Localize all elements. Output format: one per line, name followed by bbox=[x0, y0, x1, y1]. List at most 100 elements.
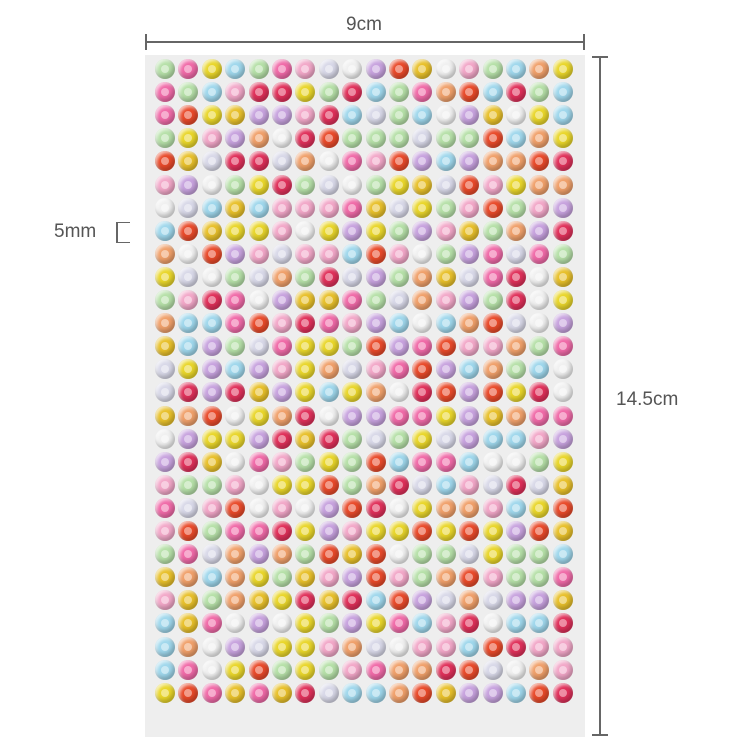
rhinestone-gem bbox=[529, 682, 550, 703]
rhinestone-gem bbox=[248, 544, 269, 565]
rhinestone-gem bbox=[482, 313, 503, 334]
rhinestone-gem bbox=[389, 636, 409, 657]
rhinestone-gem bbox=[248, 613, 269, 634]
rhinestone-gem bbox=[506, 128, 526, 149]
rhinestone-gem bbox=[389, 682, 409, 703]
rhinestone-gem bbox=[272, 290, 292, 310]
rhinestone-gem bbox=[318, 405, 339, 426]
rhinestone-gem bbox=[529, 266, 550, 287]
rhinestone-gem bbox=[506, 544, 526, 565]
rhinestone-gem bbox=[482, 590, 503, 611]
rhinestone-gem bbox=[365, 636, 386, 657]
rhinestone-gem bbox=[225, 474, 246, 495]
rhinestone-gem bbox=[482, 521, 503, 541]
rhinestone-gem bbox=[552, 336, 573, 357]
rhinestone-gem bbox=[201, 197, 222, 218]
rhinestone-gem bbox=[459, 336, 480, 357]
rhinestone-gem bbox=[365, 359, 386, 380]
rhinestone-gem bbox=[225, 59, 246, 79]
rhinestone-gem bbox=[272, 59, 292, 79]
rhinestone-gem bbox=[318, 613, 339, 634]
rhinestone-gem bbox=[342, 82, 363, 103]
rhinestone-gem bbox=[201, 290, 222, 310]
rhinestone-gem bbox=[552, 82, 573, 103]
rhinestone-gem bbox=[506, 313, 526, 334]
rhinestone-gem bbox=[342, 636, 363, 657]
rhinestone-gem bbox=[272, 313, 292, 334]
rhinestone-gem bbox=[318, 290, 339, 310]
rhinestone-gem bbox=[435, 313, 456, 334]
rhinestone-gem bbox=[412, 451, 433, 472]
rhinestone-gem bbox=[248, 451, 269, 472]
rhinestone-gem bbox=[295, 428, 316, 449]
rhinestone-gem bbox=[295, 682, 316, 703]
rhinestone-gem bbox=[318, 151, 339, 172]
rhinestone-gem bbox=[155, 290, 175, 310]
rhinestone-gem bbox=[365, 428, 386, 449]
rhinestone-gem bbox=[248, 521, 269, 541]
rhinestone-gem bbox=[272, 451, 292, 472]
rhinestone-gem bbox=[155, 313, 175, 334]
rhinestone-gem bbox=[365, 474, 386, 495]
rhinestone-gem bbox=[552, 567, 573, 588]
rhinestone-gem bbox=[155, 474, 175, 495]
rhinestone-gem bbox=[318, 220, 339, 241]
rhinestone-gem bbox=[412, 174, 433, 195]
rhinestone-gem bbox=[248, 313, 269, 334]
rhinestone-gem bbox=[342, 613, 363, 634]
rhinestone-gem bbox=[295, 290, 316, 310]
rhinestone-gem bbox=[389, 82, 409, 103]
rhinestone-gem bbox=[342, 382, 363, 403]
rhinestone-gem bbox=[201, 359, 222, 380]
rhinestone-gem bbox=[201, 313, 222, 334]
rhinestone-gem bbox=[435, 197, 456, 218]
rhinestone-gem bbox=[506, 197, 526, 218]
rhinestone-gem bbox=[225, 590, 246, 611]
rhinestone-gem bbox=[318, 659, 339, 680]
rhinestone-gem bbox=[412, 521, 433, 541]
rhinestone-gem bbox=[552, 544, 573, 565]
rhinestone-gem bbox=[201, 174, 222, 195]
rhinestone-gem bbox=[365, 405, 386, 426]
rhinestone-gem bbox=[482, 428, 503, 449]
rhinestone-gem bbox=[342, 590, 363, 611]
rhinestone-gem bbox=[225, 313, 246, 334]
rhinestone-gem bbox=[225, 613, 246, 634]
rhinestone-gem bbox=[389, 382, 409, 403]
rhinestone-gem bbox=[178, 451, 199, 472]
rhinestone-gem bbox=[295, 659, 316, 680]
rhinestone-gem bbox=[248, 290, 269, 310]
rhinestone-gem bbox=[529, 59, 550, 79]
rhinestone-gem bbox=[295, 128, 316, 149]
rhinestone-gem bbox=[389, 313, 409, 334]
rhinestone-gem bbox=[365, 451, 386, 472]
rhinestone-gem bbox=[155, 405, 175, 426]
rhinestone-gem bbox=[342, 567, 363, 588]
rhinestone-gem bbox=[365, 313, 386, 334]
rhinestone-gem bbox=[529, 636, 550, 657]
rhinestone-gem bbox=[412, 359, 433, 380]
gem-size-label: 5mm bbox=[54, 221, 97, 242]
rhinestone-gem bbox=[342, 451, 363, 472]
rhinestone-gem bbox=[412, 613, 433, 634]
rhinestone-gem bbox=[155, 59, 175, 79]
rhinestone-gem bbox=[459, 359, 480, 380]
rhinestone-gem bbox=[155, 220, 175, 241]
rhinestone-gem bbox=[365, 174, 386, 195]
rhinestone-gem bbox=[342, 682, 363, 703]
rhinestone-gem bbox=[482, 266, 503, 287]
rhinestone-gem bbox=[506, 521, 526, 541]
rhinestone-gem bbox=[412, 59, 433, 79]
rhinestone-gem bbox=[248, 82, 269, 103]
rhinestone-gem bbox=[459, 151, 480, 172]
rhinestone-gem bbox=[318, 243, 339, 264]
rhinestone-gem bbox=[482, 659, 503, 680]
rhinestone-gem bbox=[435, 590, 456, 611]
rhinestone-gem bbox=[435, 451, 456, 472]
rhinestone-gem bbox=[529, 313, 550, 334]
rhinestone-gem bbox=[506, 266, 526, 287]
rhinestone-gem bbox=[459, 567, 480, 588]
rhinestone-gem bbox=[248, 382, 269, 403]
rhinestone-gem bbox=[318, 336, 339, 357]
rhinestone-gem bbox=[248, 59, 269, 79]
